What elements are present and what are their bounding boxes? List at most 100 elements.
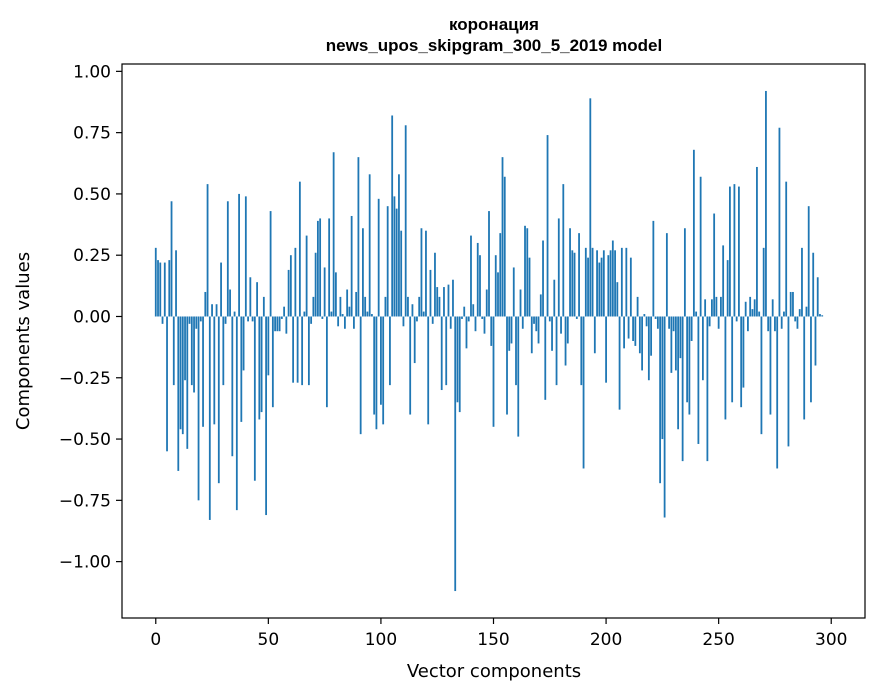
bar-120 bbox=[425, 230, 427, 317]
bar-296 bbox=[821, 315, 824, 317]
bar-202 bbox=[609, 250, 612, 317]
bar-113 bbox=[409, 316, 412, 415]
bar-35 bbox=[233, 311, 236, 317]
bar-140 bbox=[470, 235, 472, 317]
bar-series bbox=[154, 90, 824, 592]
bar-137 bbox=[463, 306, 466, 317]
bar-239 bbox=[692, 149, 695, 317]
bar-144 bbox=[479, 255, 481, 317]
bar-279 bbox=[783, 311, 785, 317]
bar-154 bbox=[501, 157, 504, 317]
bar-52 bbox=[271, 316, 274, 408]
bar-29 bbox=[220, 262, 222, 317]
bar-64 bbox=[298, 181, 301, 317]
bar-117 bbox=[418, 296, 421, 317]
bar-82 bbox=[339, 296, 342, 317]
chart-subtitle: news_upos_skipgram_300_5_2019 model bbox=[326, 36, 662, 55]
bar-203 bbox=[611, 240, 614, 317]
bar-240 bbox=[695, 311, 698, 317]
bar-249 bbox=[715, 296, 718, 317]
bar-234 bbox=[681, 316, 684, 462]
y-tick-label: 0.50 bbox=[73, 185, 111, 205]
bar-277 bbox=[778, 127, 781, 317]
bar-90 bbox=[357, 157, 360, 317]
bar-23 bbox=[206, 184, 209, 317]
bar-246 bbox=[708, 316, 711, 327]
y-axis-label: Components values bbox=[13, 252, 34, 430]
bar-109 bbox=[400, 230, 403, 317]
bar-265 bbox=[751, 309, 754, 317]
bar-221 bbox=[652, 220, 655, 317]
bar-175 bbox=[548, 316, 551, 322]
bar-62 bbox=[294, 247, 297, 317]
bar-69 bbox=[310, 316, 313, 324]
bar-219 bbox=[647, 316, 650, 381]
bar-243 bbox=[701, 316, 704, 381]
bar-183 bbox=[566, 316, 569, 344]
bar-283 bbox=[792, 291, 794, 317]
bar-104 bbox=[389, 316, 391, 386]
bar-75 bbox=[323, 267, 326, 317]
bar-48 bbox=[262, 296, 265, 317]
bar-236 bbox=[686, 316, 689, 403]
bar-216 bbox=[641, 316, 643, 371]
bar-57 bbox=[283, 306, 286, 317]
bar-119 bbox=[422, 311, 425, 317]
bar-59 bbox=[287, 269, 290, 317]
bar-194 bbox=[591, 247, 594, 317]
bar-135 bbox=[458, 316, 461, 413]
bar-204 bbox=[614, 250, 616, 317]
bar-210 bbox=[627, 316, 630, 339]
bar-66 bbox=[303, 311, 306, 317]
bar-241 bbox=[697, 316, 700, 444]
bar-172 bbox=[542, 240, 544, 317]
bar-186 bbox=[573, 252, 576, 317]
bar-81 bbox=[337, 316, 340, 327]
bar-191 bbox=[584, 247, 587, 317]
bar-151 bbox=[494, 255, 497, 317]
bar-215 bbox=[638, 316, 641, 354]
bar-9 bbox=[175, 250, 177, 317]
bar-260 bbox=[740, 316, 743, 408]
x-tick-label: 100 bbox=[365, 630, 397, 650]
bar-195 bbox=[593, 316, 596, 354]
bar-132 bbox=[452, 279, 454, 317]
bar-50 bbox=[267, 316, 270, 376]
bar-39 bbox=[242, 316, 245, 371]
bar-51 bbox=[269, 211, 272, 317]
bar-11 bbox=[179, 316, 182, 430]
bar-207 bbox=[620, 247, 623, 317]
bar-87 bbox=[350, 215, 353, 317]
bar-143 bbox=[476, 242, 479, 317]
bar-254 bbox=[726, 260, 729, 317]
bar-30 bbox=[222, 316, 225, 386]
bar-182 bbox=[564, 316, 567, 366]
bar-201 bbox=[607, 255, 610, 317]
bar-262 bbox=[744, 301, 747, 317]
bar-169 bbox=[535, 316, 538, 332]
bar-225 bbox=[661, 316, 664, 440]
bar-290 bbox=[807, 206, 810, 317]
bar-6 bbox=[168, 260, 171, 317]
bar-276 bbox=[776, 316, 779, 469]
bar-1 bbox=[157, 260, 159, 317]
x-tick-label: 150 bbox=[477, 630, 509, 650]
bar-20 bbox=[199, 316, 202, 322]
bar-233 bbox=[679, 316, 682, 359]
bar-80 bbox=[334, 272, 337, 317]
y-tick-label: −0.25 bbox=[59, 369, 111, 389]
bar-258 bbox=[735, 316, 738, 322]
bar-292 bbox=[812, 252, 815, 317]
bar-126 bbox=[438, 296, 441, 317]
bar-166 bbox=[528, 257, 531, 317]
bar-167 bbox=[530, 316, 533, 354]
bar-257 bbox=[733, 184, 736, 317]
bar-242 bbox=[699, 176, 702, 317]
bar-45 bbox=[256, 282, 258, 317]
bar-19 bbox=[197, 316, 200, 501]
bar-133 bbox=[454, 316, 457, 592]
bar-98 bbox=[375, 316, 378, 430]
bar-286 bbox=[798, 309, 801, 317]
bar-295 bbox=[819, 314, 821, 317]
bar-223 bbox=[656, 316, 659, 329]
